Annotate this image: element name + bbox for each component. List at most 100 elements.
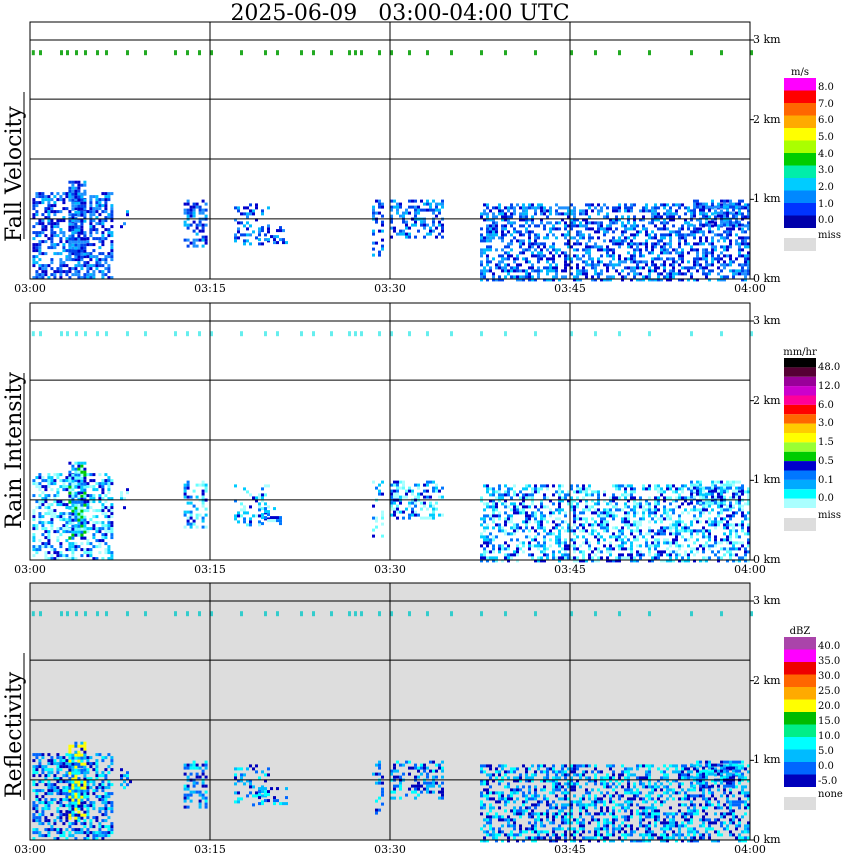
echo-cell (693, 263, 696, 267)
echo-cell (405, 220, 408, 224)
echo-cell (489, 230, 492, 234)
echo-cell (183, 492, 187, 496)
echo-cell (672, 218, 675, 222)
echo-cell (186, 766, 190, 770)
echo-cell (654, 257, 657, 261)
echo-cell (258, 787, 261, 791)
echo-cell (624, 511, 627, 515)
echo-cell (594, 502, 597, 506)
echo-cell (639, 556, 642, 560)
echo-cell (687, 553, 690, 557)
echo-cell (246, 206, 249, 210)
echo-cell (564, 227, 567, 231)
echo-cell (243, 773, 246, 777)
echo-cell (498, 547, 501, 551)
echo-cell (89, 500, 93, 504)
echo-cell (258, 230, 261, 234)
echo-cell (77, 762, 81, 766)
echo-cell (35, 234, 39, 238)
echo-cell (89, 804, 93, 808)
echo-cell (107, 267, 111, 271)
echo-cell (201, 238, 205, 242)
echo-cell (186, 226, 190, 230)
echo-cell (603, 517, 606, 521)
echo-cell (690, 233, 693, 237)
echo-cell (552, 248, 555, 252)
echo-cell (519, 502, 522, 506)
echo-cell (41, 485, 45, 489)
echo-cell (642, 218, 645, 222)
echo-cell (639, 499, 642, 503)
echo-cell (723, 501, 726, 505)
echo-cell (726, 230, 729, 234)
echo-cell (717, 266, 720, 270)
echo-cell (68, 240, 72, 244)
top-mark (276, 50, 279, 56)
echo-cell (83, 750, 87, 754)
echo-cell (651, 278, 654, 282)
echo-cell (624, 502, 627, 506)
echo-cell (627, 242, 630, 246)
echo-cell (92, 831, 96, 835)
echo-cell (68, 276, 72, 280)
echo-cell (681, 529, 684, 533)
echo-cell (714, 484, 717, 488)
echo-cell (74, 210, 78, 214)
echo-cell (198, 208, 202, 212)
echo-cell (618, 487, 621, 491)
echo-cell (483, 239, 486, 243)
echo-cell (59, 768, 63, 772)
echo-cell (507, 490, 510, 494)
echo-cell (77, 524, 81, 528)
echo-cell (540, 526, 543, 530)
echo-cell (56, 828, 60, 832)
echo-cell (693, 559, 696, 563)
echo-cell (89, 234, 93, 238)
echo-cell (738, 251, 741, 255)
echo-cell (89, 825, 93, 829)
echo-cell (183, 238, 187, 242)
echo-cell (597, 209, 600, 213)
echo-cell (47, 759, 51, 763)
echo-cell (504, 215, 507, 219)
echo-cell (735, 257, 738, 261)
echo-cell (98, 530, 102, 534)
echo-cell (615, 496, 618, 500)
echo-cell (687, 233, 690, 237)
echo-cell (501, 260, 504, 264)
echo-cell (714, 233, 717, 237)
echo-cell (645, 502, 648, 506)
echo-cell (71, 834, 75, 838)
echo-cell (663, 499, 666, 503)
echo-cell (83, 530, 87, 534)
echo-cell (68, 783, 72, 787)
echo-cell (80, 243, 84, 247)
echo-cell (510, 553, 513, 557)
echo-cell (47, 771, 51, 775)
echo-cell (573, 520, 576, 524)
echo-cell (83, 482, 87, 486)
echo-cell (564, 496, 567, 500)
echo-cell (630, 496, 633, 500)
echo-cell (480, 236, 483, 240)
echo-cell (86, 810, 90, 814)
echo-cell (660, 526, 663, 530)
echo-cell (585, 245, 588, 249)
echo-cell (675, 535, 678, 539)
echo-cell (582, 511, 585, 515)
echo-cell (609, 499, 612, 503)
echo-cell (681, 224, 684, 228)
echo-cell (549, 227, 552, 231)
echo-cell (104, 825, 108, 829)
echo-cell (414, 223, 417, 227)
echo-cell (65, 771, 69, 775)
echo-cell (35, 249, 39, 253)
echo-cell (702, 266, 705, 270)
echo-cell (558, 254, 561, 258)
echo-cell (483, 535, 486, 539)
echo-cell (429, 504, 432, 508)
colorbar-swatch (784, 103, 816, 116)
echo-cell (717, 205, 720, 209)
echo-cell (237, 511, 240, 515)
echo-cell (501, 269, 504, 273)
